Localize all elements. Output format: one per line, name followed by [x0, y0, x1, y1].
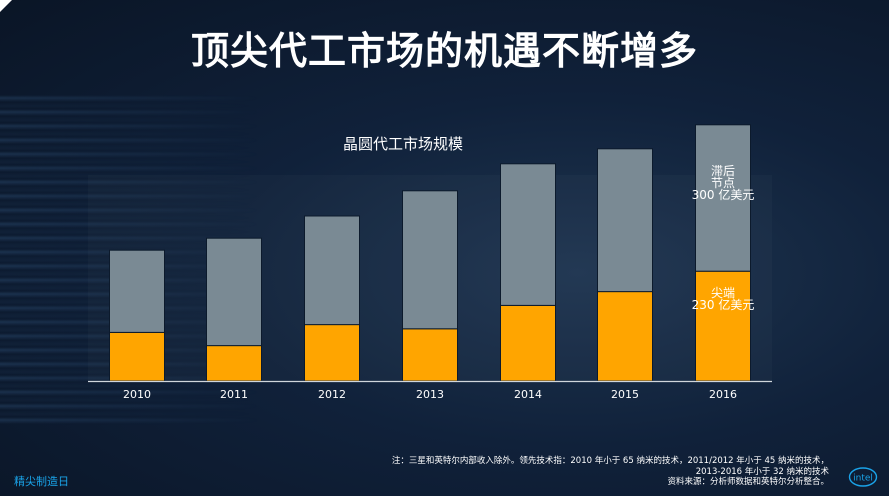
chart-title: 晶圆代工市场规模	[343, 135, 464, 153]
bar-trailing-node-2011	[206, 237, 262, 347]
bar-annotation-leading-edge: 尖端 230 亿美元	[673, 287, 773, 311]
x-tick-label-2013: 2013	[416, 388, 444, 401]
bar-trailing-node-2012	[304, 215, 360, 326]
corner-triangle-icon	[0, 0, 12, 12]
annotation-line: 230 亿美元	[691, 298, 755, 313]
annotation-line: 300 亿美元	[691, 187, 755, 202]
svg-text:intel: intel	[853, 474, 873, 484]
page-title: 顶尖代工市场的机遇不断增多	[190, 29, 698, 73]
bar-trailing-node-2016	[695, 124, 751, 272]
bar-annotation-trailing-node: 滞后 节点 300 亿美元	[673, 165, 773, 201]
annotation-line: 尖端	[710, 286, 735, 301]
event-name: 精尖制造日	[14, 475, 69, 488]
bar-leading-edge-2016	[695, 270, 751, 382]
x-tick-label-2014: 2014	[514, 388, 542, 401]
footnote: 注：三星和英特尔内部收入除外。领先技术指：2010 年小于 65 纳米的技术，2…	[392, 456, 829, 488]
bar-leading-edge-2011	[206, 345, 262, 382]
footnote-line-1: 注：三星和英特尔内部收入除外。领先技术指：2010 年小于 65 纳米的技术，2…	[391, 456, 829, 466]
bar-trailing-node-2014	[500, 163, 556, 306]
bar-trailing-node-2013	[402, 190, 458, 330]
bar-leading-edge-2014	[500, 304, 556, 382]
annotation-line: 滞后	[710, 163, 735, 178]
footnote-line-2: 2013-2016 年小于 32 纳米的技术	[695, 466, 829, 477]
bar-leading-edge-2015	[597, 291, 653, 382]
x-tick-label-2015: 2015	[611, 388, 639, 401]
bar-leading-edge-2012	[304, 324, 360, 382]
x-tick-label-2016: 2016	[709, 388, 737, 401]
annotation-line: 节点	[710, 175, 735, 190]
bar-trailing-node-2015	[597, 148, 653, 293]
bar-leading-edge-2013	[402, 328, 458, 382]
x-tick-label-2011: 2011	[220, 388, 248, 401]
x-tick-label-2010: 2010	[123, 388, 151, 401]
stacked-bar-chart: 2010 2011 2012 2013 2014 2015 2016	[88, 124, 772, 401]
x-tick-label-2012: 2012	[318, 388, 346, 401]
intel-logo-icon: intel	[848, 467, 878, 487]
footnote-line-3: 资料来源：分析师数据和英特尔分析整合。	[667, 477, 829, 487]
bar-leading-edge-2010	[109, 331, 165, 382]
bar-trailing-node-2010	[109, 249, 165, 333]
